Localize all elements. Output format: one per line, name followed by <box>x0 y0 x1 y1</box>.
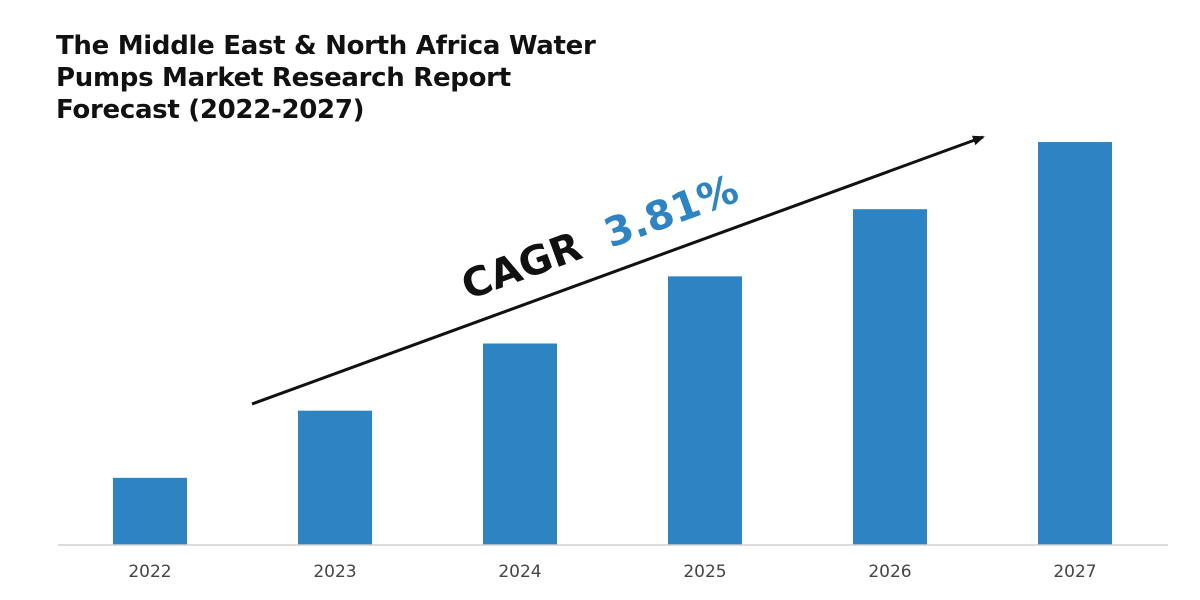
x-tick-label-2022: 2022 <box>128 562 171 582</box>
x-tick-label-2023: 2023 <box>313 562 356 582</box>
chart-title: The Middle East & North Africa Water Pum… <box>56 31 596 125</box>
growth-arrow <box>251 135 985 406</box>
bar-2027 <box>1038 142 1112 545</box>
x-tick-label-2024: 2024 <box>498 562 541 582</box>
x-tick-label-2026: 2026 <box>868 562 911 582</box>
bar-2024 <box>483 343 557 545</box>
bar-2022 <box>113 477 187 545</box>
x-tick-labels: 2022 2023 2024 2025 2026 2027 <box>128 562 1096 582</box>
x-tick-label-2025: 2025 <box>683 562 726 582</box>
bar-2023 <box>298 410 372 545</box>
bar-2026 <box>853 209 927 546</box>
cagr-label: CAGR <box>456 224 588 310</box>
bar-2025 <box>668 276 742 545</box>
bars-group <box>113 142 1112 546</box>
x-tick-label-2027: 2027 <box>1053 562 1096 582</box>
cagr-value: 3.81% <box>598 166 744 257</box>
